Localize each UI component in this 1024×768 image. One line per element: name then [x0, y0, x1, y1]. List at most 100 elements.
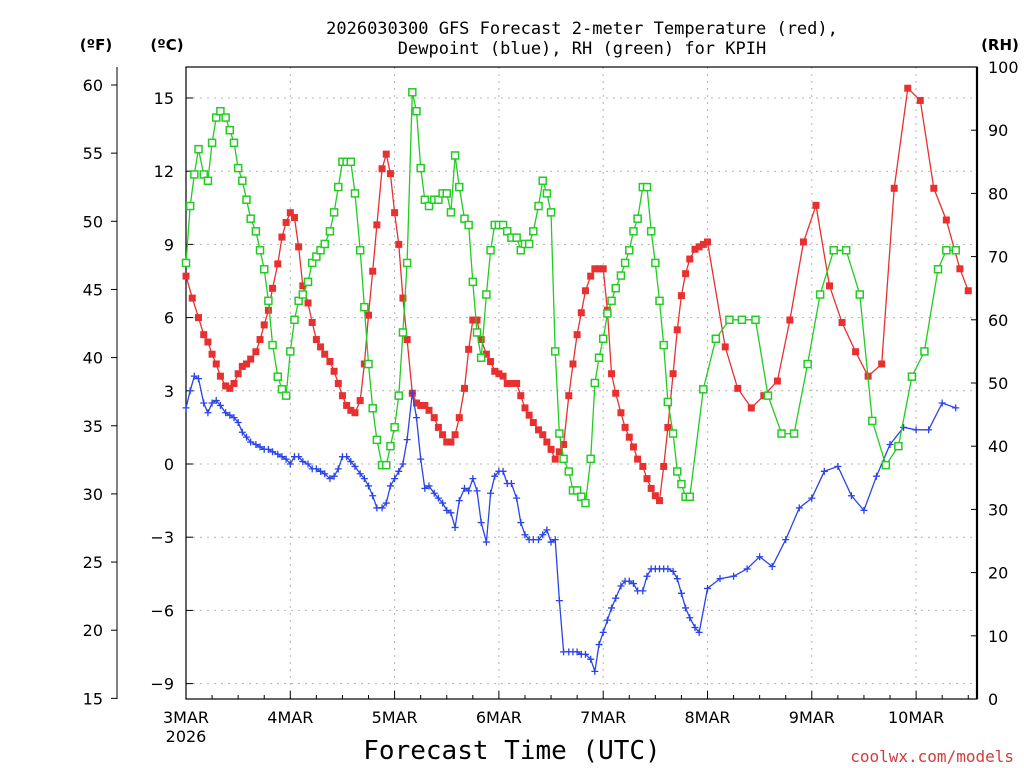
temperature-point	[577, 309, 585, 317]
dewpoint-point	[403, 436, 411, 444]
dewpoint-point	[395, 467, 403, 475]
temperature-point	[212, 360, 220, 368]
rh-point	[320, 239, 329, 249]
rh-point	[907, 372, 917, 381]
celsius-tick-label: 9	[164, 235, 174, 254]
dewpoint-point	[539, 531, 547, 539]
dewpoint-point	[295, 453, 303, 461]
dewpoint-point	[182, 404, 190, 412]
rh-point	[216, 106, 225, 116]
temperature-point	[535, 426, 543, 434]
dewpoint-point	[378, 504, 386, 512]
temperature-point	[525, 411, 533, 419]
temperature-point	[278, 233, 286, 241]
series-layer	[181, 84, 972, 675]
rh-point	[238, 176, 247, 186]
plot-frame	[185, 66, 978, 700]
dewpoint-point	[587, 655, 595, 663]
fahrenheit-unit-label: (ºF)	[80, 36, 112, 54]
dewpoint-point	[808, 494, 816, 502]
temperature-point	[643, 475, 651, 483]
dewpoint-point	[186, 387, 194, 395]
rh-point	[616, 271, 626, 280]
dewpoint-point	[334, 465, 342, 473]
x-tick-label: 3MAR	[163, 708, 209, 727]
dewpoint-point	[535, 536, 543, 544]
dewpoint-point	[860, 506, 868, 514]
fahrenheit-tick-label: 25	[83, 553, 103, 572]
temperature-point	[599, 265, 607, 273]
dewpoint-point	[413, 414, 421, 422]
dewpoint-point	[386, 482, 394, 490]
dewpoint-point	[547, 538, 555, 546]
rh-point	[586, 454, 595, 464]
temperature-point	[434, 423, 442, 431]
temperature-point	[382, 150, 390, 158]
fahrenheit-tick-label: 45	[83, 280, 103, 299]
temperature-point	[312, 336, 320, 344]
rh-point	[564, 467, 574, 476]
dewpoint-point	[343, 453, 351, 461]
chart-title-line2: Dewpoint (blue), RH (green) for KPIH	[398, 39, 766, 59]
dewpoint-point	[900, 423, 908, 431]
rh-point	[190, 170, 199, 179]
rh-point	[894, 441, 903, 451]
rh-point	[185, 201, 195, 211]
dewpoint-point	[482, 538, 490, 546]
temperature-point	[686, 255, 694, 263]
rh-tick-label: 50	[988, 374, 1008, 393]
x-tick-year-label: 2026	[166, 727, 207, 746]
dewpoint-point	[499, 467, 507, 475]
dewpoint-point	[517, 519, 525, 527]
rh-point	[286, 347, 295, 356]
rh-point	[386, 441, 395, 451]
temperature-point	[565, 392, 573, 400]
temperature-point	[904, 84, 912, 92]
rh-point	[594, 353, 604, 362]
rh-point	[655, 296, 664, 306]
temperature-point	[326, 358, 334, 366]
x-tick-label: 9MAR	[789, 708, 835, 727]
temperature-point	[647, 484, 655, 492]
temperature-point	[391, 209, 399, 217]
dewpoint-line	[185, 375, 956, 672]
dewpoint-point	[834, 462, 842, 470]
series-rh	[181, 88, 960, 508]
temperature-point	[455, 414, 463, 422]
rh-point	[482, 290, 491, 299]
temperature-point	[356, 397, 364, 405]
dewpoint-point	[507, 480, 515, 488]
rh-point	[408, 88, 417, 97]
temperature-point	[699, 240, 707, 248]
dewpoint-point	[847, 492, 855, 500]
rh-point	[364, 359, 373, 369]
dewpoint-point	[360, 475, 368, 483]
rh-point	[524, 239, 534, 249]
temperature-point	[256, 336, 264, 344]
rh-tick-label: 0	[988, 690, 998, 709]
temperature-point	[195, 314, 203, 322]
temperature-point	[338, 392, 346, 400]
rh-point	[398, 328, 408, 337]
x-axis-title: Forecast Time (UTC)	[363, 736, 660, 766]
celsius-tick-label: 12	[154, 162, 174, 181]
temperature-point	[399, 294, 407, 302]
rh-tick-label: 20	[988, 564, 1008, 583]
rh-point	[751, 315, 760, 325]
rh-point	[868, 416, 877, 426]
rh-point	[855, 290, 865, 299]
dewpoint-point	[274, 450, 282, 458]
rh-point	[468, 277, 478, 287]
temperature-point	[230, 379, 238, 387]
x-tick-label: 5MAR	[372, 708, 418, 727]
dewpoint-point	[242, 433, 250, 441]
rh-point	[325, 227, 335, 236]
rh-tick-label: 90	[988, 121, 1008, 140]
temperature-point	[343, 401, 351, 409]
temperature-point	[773, 377, 781, 385]
temperature-point	[625, 433, 633, 441]
rh-point	[942, 246, 951, 255]
rh-point	[390, 422, 399, 432]
rh-point	[534, 201, 543, 211]
